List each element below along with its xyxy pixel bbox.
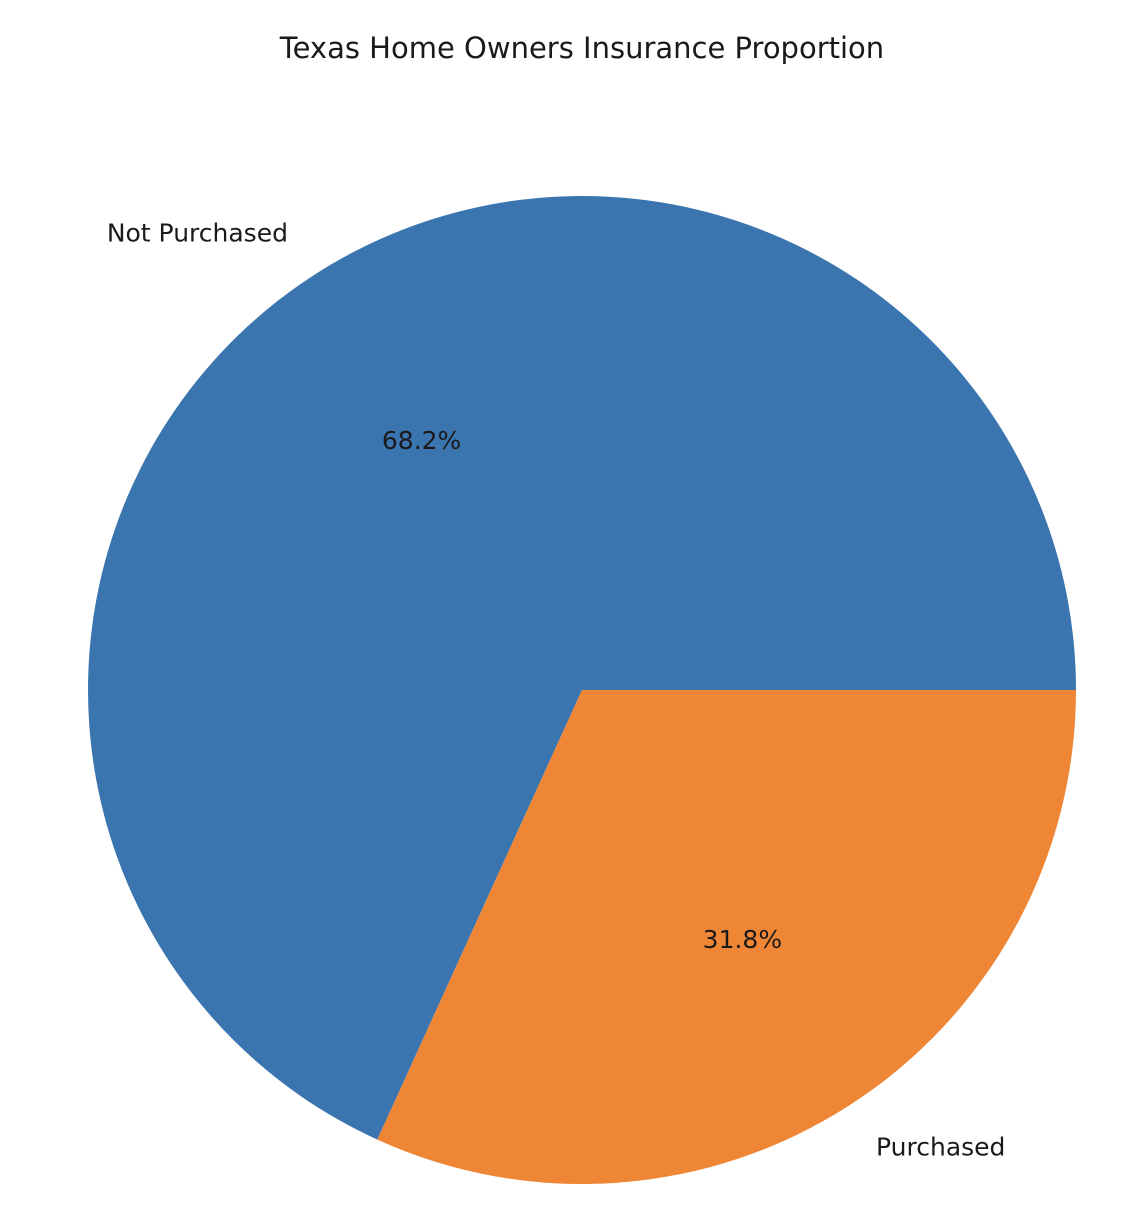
slice-label-purchased: Purchased	[876, 1132, 1005, 1161]
pie-labels: Not Purchased 68.2% Purchased 31.8%	[107, 219, 1006, 1162]
pie-slices	[87, 196, 1077, 1185]
pie-slice-purchased	[377, 690, 1077, 1185]
slice-percent-not-purchased: 68.2%	[382, 426, 461, 455]
pie-slice-not-purchased	[87, 196, 1076, 1140]
chart-title: Texas Home Owners Insurance Proportion	[279, 31, 884, 65]
slice-label-not-purchased: Not Purchased	[107, 219, 288, 248]
slice-percent-purchased: 31.8%	[703, 925, 782, 954]
